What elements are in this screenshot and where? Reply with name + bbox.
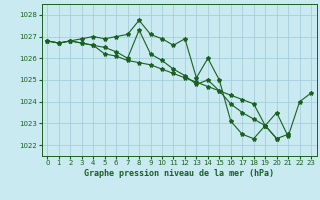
X-axis label: Graphe pression niveau de la mer (hPa): Graphe pression niveau de la mer (hPa) <box>84 169 274 178</box>
